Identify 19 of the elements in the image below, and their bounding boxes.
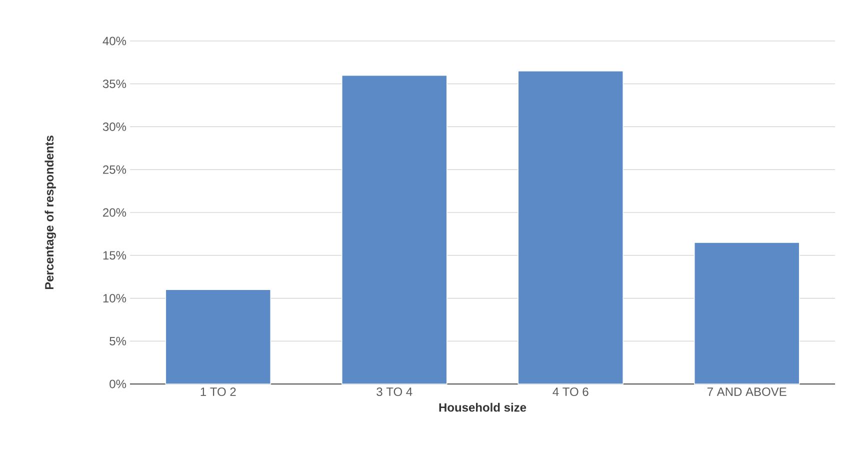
x-tick-label: 1 TO 2 (200, 388, 236, 396)
x-axis-title: Household size (439, 402, 526, 412)
y-tick-label: 40% (102, 36, 126, 46)
bar (694, 242, 800, 384)
y-tick-label: 5% (110, 336, 126, 346)
x-tick-label: 7 AND ABOVE (707, 388, 786, 396)
y-tick-label: 15% (103, 251, 126, 260)
y-tick-label: 35% (102, 80, 126, 88)
y-tick-label: 10% (103, 294, 126, 302)
x-tick-label: 4 TO 6 (552, 388, 588, 396)
y-tick-label: 0% (110, 380, 126, 388)
y-tick-label: 25% (103, 165, 126, 174)
bar (341, 74, 448, 384)
bar (518, 70, 624, 384)
bar (165, 289, 272, 384)
y-tick-label: 30% (102, 122, 126, 131)
y-tick-label: 20% (103, 208, 126, 217)
y-axis-title: Percentage of respondents (44, 136, 56, 290)
x-tick-label: 3 TO 4 (376, 388, 412, 396)
